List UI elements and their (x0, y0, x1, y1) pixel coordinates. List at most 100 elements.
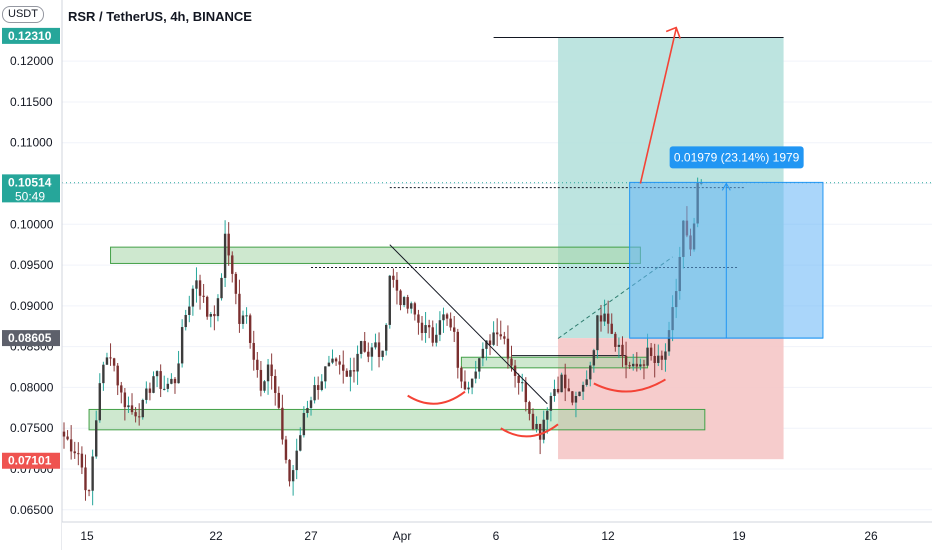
candle-body (141, 399, 144, 418)
candle-body (252, 342, 255, 360)
candle (388, 274, 391, 329)
candle (660, 350, 664, 371)
candle (345, 368, 349, 377)
candle (424, 311, 427, 343)
candle-body (374, 342, 377, 348)
candle-body (302, 412, 306, 436)
candle-body (256, 359, 259, 370)
candle (431, 320, 434, 347)
y-tick-label: 0.09000 (10, 299, 54, 313)
candle-body (503, 336, 506, 339)
candle-body (606, 313, 610, 324)
currency-badge[interactable]: USDT (2, 6, 44, 23)
candle-body (134, 412, 137, 417)
candle (399, 289, 402, 311)
candle (127, 396, 130, 413)
candle-body (553, 388, 556, 396)
candle-body (431, 327, 434, 343)
y-tick-label: 0.12000 (10, 54, 54, 68)
candle (370, 342, 374, 371)
candle (639, 358, 642, 371)
candle (105, 352, 109, 366)
candle-body (367, 351, 370, 357)
candle-body (560, 374, 563, 393)
measure-arrowhead (721, 182, 731, 191)
candle (392, 268, 395, 288)
candle-body (345, 370, 349, 377)
candle-body (223, 233, 227, 278)
candle (209, 312, 212, 328)
loss-zone (558, 338, 784, 460)
candle-body (334, 358, 338, 362)
candle (478, 357, 481, 379)
candle-body (288, 459, 291, 482)
candle-body (173, 378, 177, 384)
candle (402, 295, 406, 308)
candle-body (309, 400, 313, 408)
candle (141, 398, 144, 420)
candle-body (470, 378, 474, 388)
candle (73, 441, 76, 459)
candle-body (137, 416, 141, 418)
candle (352, 357, 356, 383)
candle (377, 332, 381, 368)
candle-body (427, 325, 431, 328)
candle (535, 416, 538, 433)
candle (632, 353, 635, 371)
candle-body (123, 392, 127, 408)
candle (624, 341, 628, 379)
candle-body (166, 383, 170, 389)
candle-body (542, 419, 545, 440)
candle-body (467, 387, 470, 390)
candle (427, 319, 431, 339)
candle-body (274, 376, 277, 393)
current-price-badge-text: 0.10514 (8, 175, 52, 189)
candle-body (331, 358, 334, 363)
candle (188, 295, 191, 323)
candle-body (363, 341, 366, 352)
bottom-marker-arc (407, 390, 466, 405)
stop-price-badge-text: 0.07101 (8, 454, 52, 468)
candle (324, 366, 327, 389)
entry-price-badge-bg (2, 330, 60, 347)
candle (521, 373, 524, 392)
candle (263, 379, 266, 393)
measure-label-bg (669, 146, 804, 169)
candle (134, 407, 137, 423)
candle (216, 294, 220, 322)
candle-body (95, 420, 98, 457)
countdown-text: 50:49 (15, 189, 45, 203)
candle (231, 251, 234, 283)
candle (599, 304, 603, 332)
candle (145, 381, 148, 404)
candle-body (130, 405, 134, 413)
candle-body (184, 314, 187, 328)
candle (327, 355, 331, 367)
candle-body (445, 314, 449, 319)
candle (84, 454, 87, 501)
candle-body (316, 385, 320, 390)
candle-body (528, 402, 531, 414)
candle-body (567, 388, 570, 392)
candle (581, 381, 585, 400)
candle-body (596, 315, 599, 351)
candle (614, 331, 617, 352)
candle-body (388, 275, 391, 325)
candle (463, 370, 467, 391)
candle (295, 438, 298, 480)
candle-body (492, 332, 495, 345)
candle-body (406, 297, 409, 309)
candle (435, 323, 438, 347)
candle (417, 309, 420, 335)
candle (381, 350, 384, 361)
candle-body (624, 355, 628, 366)
candle (495, 318, 499, 347)
candle (485, 340, 488, 361)
candle-body (163, 388, 166, 390)
candle-body (216, 298, 220, 317)
candle (553, 379, 556, 402)
candle-body (424, 325, 427, 333)
